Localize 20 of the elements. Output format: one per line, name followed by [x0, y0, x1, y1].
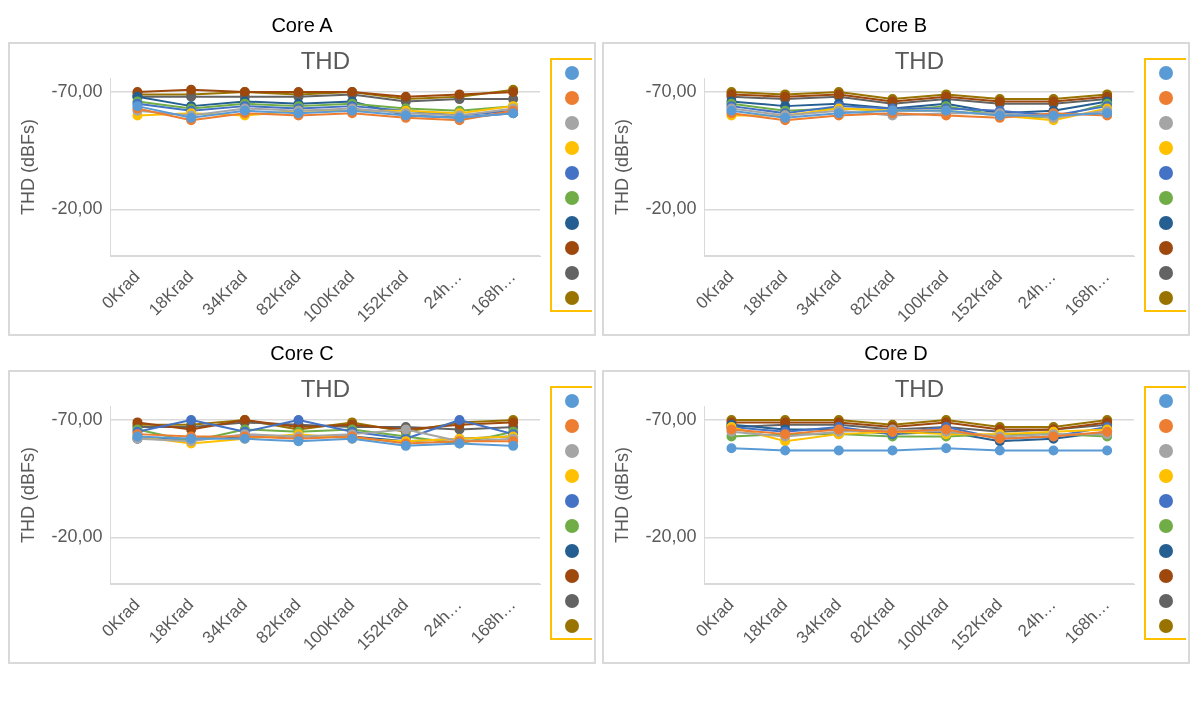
y-axis-title: THD (dBFs) — [611, 119, 632, 216]
chart-title: Core B — [863, 13, 929, 38]
y-axis-title: THD (dBFs) — [17, 447, 38, 544]
y-tick-label: -20,00 — [645, 526, 697, 547]
y-tick-label: -20,00 — [51, 198, 103, 219]
y-tick-label: -70,00 — [51, 81, 103, 102]
y-tick-label: -70,00 — [51, 409, 103, 430]
y-tick-label: -20,00 — [51, 526, 103, 547]
text: THD — [894, 46, 944, 74]
text: THD — [300, 46, 350, 74]
text: THD — [300, 374, 350, 402]
chart-title: Core C — [269, 341, 335, 366]
y-tick-label: -70,00 — [645, 409, 697, 430]
y-tick-label: -70,00 — [645, 81, 697, 102]
y-axis-title: THD (dBFs) — [611, 447, 632, 544]
text: THD — [894, 374, 944, 402]
y-tick-label: -20,00 — [645, 198, 697, 219]
chart-title: Core D — [863, 341, 929, 366]
chart-title: Core A — [270, 13, 334, 38]
y-axis-title: THD (dBFs) — [17, 119, 38, 216]
